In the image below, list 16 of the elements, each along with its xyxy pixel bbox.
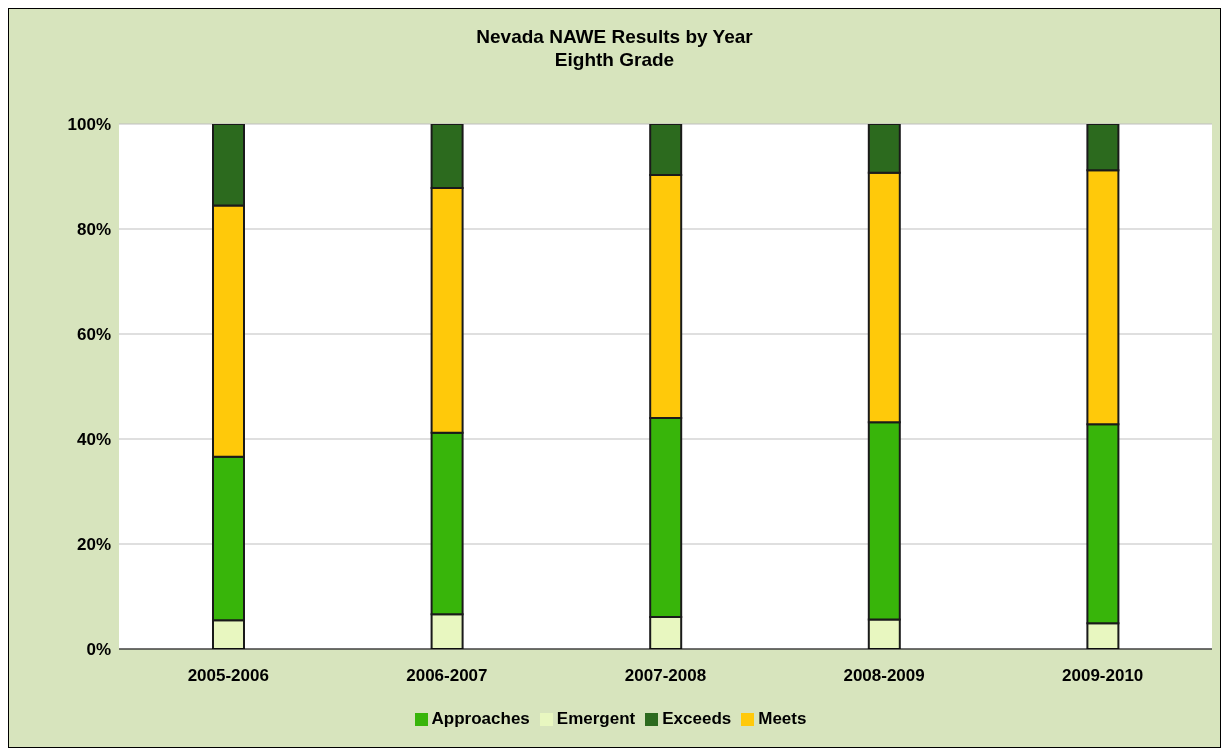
legend-label: Approaches bbox=[431, 709, 530, 728]
x-tick-label: 2007-2008 bbox=[624, 666, 707, 686]
y-tick-label: 20% bbox=[76, 535, 111, 555]
legend-label: Meets bbox=[758, 709, 807, 728]
y-tick-label: 0% bbox=[86, 640, 111, 660]
y-tick-label: 100% bbox=[67, 115, 111, 135]
y-tick-label: 40% bbox=[76, 430, 111, 450]
x-tick-label: 2006-2007 bbox=[406, 666, 488, 686]
legend-label: Exceeds bbox=[662, 709, 732, 728]
x-tick-label: 2009-2010 bbox=[1062, 666, 1144, 686]
x-tick-label: 2008-2009 bbox=[843, 666, 925, 686]
legend-label: Emergent bbox=[556, 709, 636, 728]
chart-title: Nevada NAWE Results by Year Eighth Grade bbox=[475, 25, 754, 71]
x-tick-label: 2005-2006 bbox=[187, 666, 269, 686]
y-tick-label: 80% bbox=[76, 220, 111, 240]
y-tick-label: 60% bbox=[76, 325, 111, 345]
